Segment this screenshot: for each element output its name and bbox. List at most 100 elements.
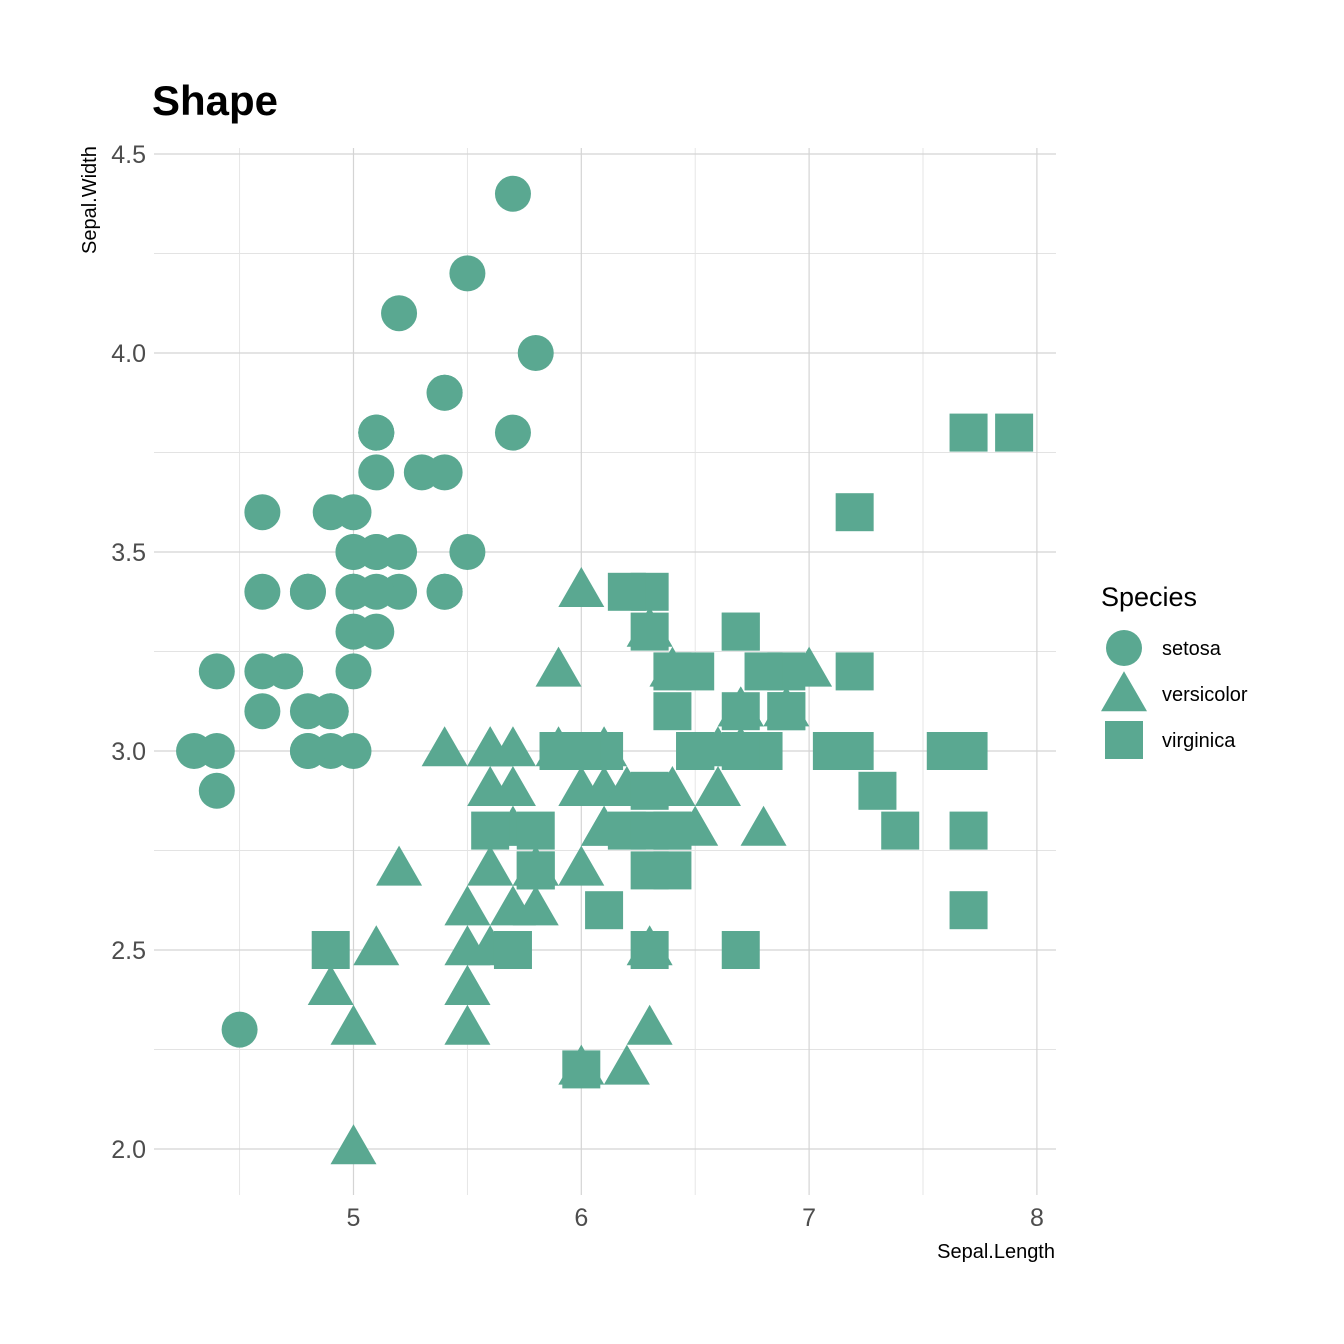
data-point-virginica <box>630 811 669 850</box>
data-point-virginica <box>676 732 715 770</box>
y-axis-label: Sepal.Width <box>79 146 101 254</box>
data-points <box>176 175 1034 1165</box>
legend: Species setosa versicolor virginica <box>1101 582 1248 759</box>
data-point-setosa <box>449 534 486 570</box>
x-axis-label: Sepal.Length <box>937 1241 1055 1263</box>
data-point-versicolor <box>535 646 582 687</box>
data-point-setosa <box>381 295 418 332</box>
data-point-setosa <box>335 733 372 769</box>
legend-label-virginica: virginica <box>1162 730 1236 752</box>
data-point-setosa <box>312 494 349 531</box>
data-point-versicolor <box>626 1004 673 1045</box>
legend-key-setosa <box>1106 630 1142 666</box>
data-point-versicolor <box>444 885 491 926</box>
data-point-setosa <box>221 1011 258 1048</box>
data-point-setosa <box>198 733 235 769</box>
data-point-setosa <box>289 573 326 610</box>
data-point-setosa <box>244 653 281 690</box>
y-tick-label: 3.5 <box>111 539 146 567</box>
legend-label-setosa: setosa <box>1162 638 1222 660</box>
legend-key-versicolor <box>1101 671 1147 712</box>
data-point-setosa <box>358 454 395 491</box>
data-point-versicolor <box>558 766 605 806</box>
data-point-versicolor <box>740 805 787 846</box>
data-point-setosa <box>449 255 486 292</box>
x-tick-label: 5 <box>347 1204 361 1232</box>
data-point-setosa <box>244 693 281 730</box>
data-point-versicolor <box>421 726 468 767</box>
data-point-virginica <box>585 891 624 930</box>
x-tick-label: 8 <box>1030 1204 1044 1232</box>
data-point-virginica <box>721 692 760 731</box>
legend-label-versicolor: versicolor <box>1162 684 1248 706</box>
data-point-setosa <box>198 653 235 690</box>
data-point-setosa <box>403 454 440 491</box>
data-point-virginica <box>721 931 760 969</box>
data-point-virginica <box>949 413 988 452</box>
data-point-setosa <box>494 175 531 212</box>
data-point-setosa <box>289 733 326 769</box>
x-tick-label: 6 <box>574 1204 588 1232</box>
data-point-virginica <box>744 652 783 691</box>
data-point-versicolor <box>558 845 605 886</box>
data-point-virginica <box>493 931 532 969</box>
data-point-virginica <box>721 732 760 770</box>
data-point-setosa <box>426 573 463 610</box>
data-point-virginica <box>562 1050 601 1089</box>
y-tick-label: 4.0 <box>111 340 146 368</box>
data-point-virginica <box>630 612 669 651</box>
data-point-virginica <box>835 493 874 532</box>
data-point-versicolor <box>489 766 536 806</box>
data-point-setosa <box>312 693 349 730</box>
x-tick-label: 7 <box>802 1204 816 1232</box>
data-point-versicolor <box>353 925 400 966</box>
data-point-virginica <box>311 931 350 969</box>
data-point-virginica <box>949 891 988 930</box>
data-point-versicolor <box>558 567 605 607</box>
data-point-virginica <box>471 811 510 850</box>
y-tick-label: 4.5 <box>111 141 146 169</box>
data-point-virginica <box>539 732 578 770</box>
legend-title: Species <box>1101 582 1197 612</box>
data-point-setosa <box>335 653 372 690</box>
data-point-virginica <box>835 652 874 691</box>
y-axis-ticks: 2.0 2.5 3.0 3.5 4.0 4.5 <box>111 141 146 1164</box>
data-point-setosa <box>358 414 395 451</box>
data-point-versicolor <box>467 845 514 886</box>
data-point-versicolor <box>489 726 536 767</box>
data-point-versicolor <box>330 1124 377 1165</box>
data-point-versicolor <box>694 766 741 806</box>
data-point-setosa <box>381 534 418 570</box>
data-point-virginica <box>949 732 988 770</box>
data-point-virginica <box>630 851 669 890</box>
data-point-versicolor <box>512 885 559 926</box>
data-point-setosa <box>335 534 372 570</box>
data-point-virginica <box>858 771 897 810</box>
data-point-virginica <box>767 692 806 731</box>
data-point-versicolor <box>376 845 423 886</box>
data-point-virginica <box>653 692 692 731</box>
data-point-virginica <box>516 851 555 890</box>
data-point-setosa <box>426 374 463 411</box>
chart-title: Shape <box>152 77 278 124</box>
data-point-setosa <box>244 494 281 531</box>
data-point-versicolor <box>603 1044 650 1085</box>
legend-key-virginica <box>1105 721 1143 759</box>
data-point-virginica <box>949 811 988 850</box>
data-point-virginica <box>995 413 1034 452</box>
grid <box>154 148 1056 1195</box>
y-tick-label: 2.5 <box>111 937 146 965</box>
data-point-setosa <box>244 573 281 610</box>
data-point-versicolor <box>444 965 491 1005</box>
data-point-virginica <box>881 811 920 850</box>
data-point-versicolor <box>444 925 491 966</box>
data-point-setosa <box>335 613 372 650</box>
data-point-virginica <box>607 572 646 611</box>
data-point-virginica <box>653 652 692 691</box>
data-point-setosa <box>198 772 235 809</box>
data-point-virginica <box>630 771 669 810</box>
data-point-versicolor <box>330 1004 377 1045</box>
x-axis-ticks: 5 6 7 8 <box>347 1204 1044 1232</box>
data-point-versicolor <box>444 1004 491 1045</box>
